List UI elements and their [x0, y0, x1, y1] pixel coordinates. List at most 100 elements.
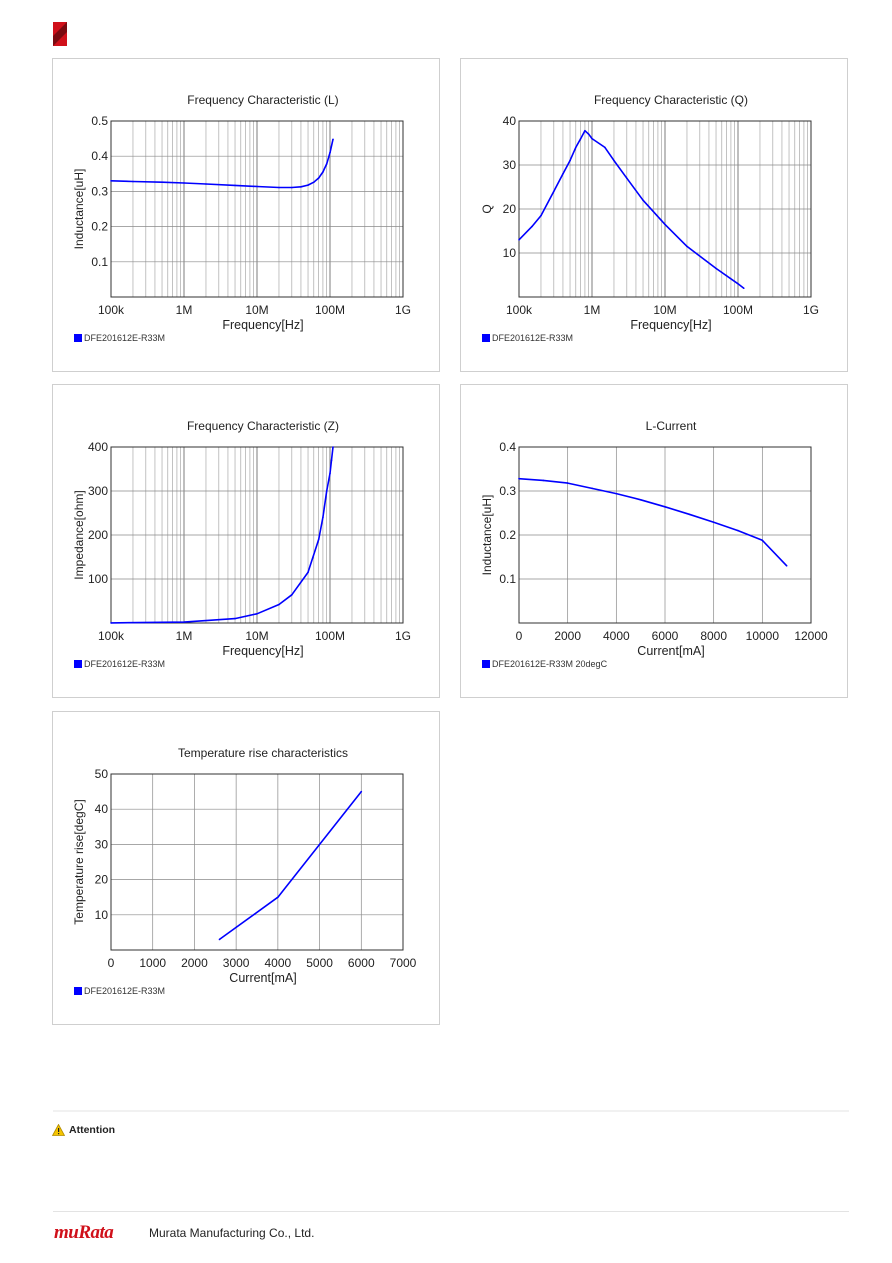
x-tick-label: 10M	[653, 303, 676, 317]
data-point	[234, 184, 236, 187]
x-axis-label: Frequency[Hz]	[222, 318, 303, 332]
y-tick-label: 0.4	[91, 149, 108, 163]
plot-frame	[518, 120, 812, 298]
attention-label: Attention	[69, 1124, 116, 1136]
chart-title: Temperature rise characteristics	[178, 746, 348, 760]
data-point	[332, 446, 334, 448]
chart-panel: 100k 1M 10M 100M 1G 100 200 300 400 Frequency Cha…	[52, 384, 440, 698]
brand-corner-logo	[53, 22, 67, 46]
series-line	[518, 129, 745, 289]
chart-legend: DFE201612E-R33M	[74, 659, 165, 669]
x-tick-label: 1M	[176, 303, 193, 317]
x-tick-label: 4000	[265, 956, 292, 970]
plot-frame	[110, 773, 404, 951]
x-tick-label: 8000	[700, 629, 727, 643]
x-tick-label: 1M	[584, 303, 601, 317]
data-point	[307, 184, 309, 186]
data-point	[591, 137, 593, 140]
x-tick-label: 0	[108, 956, 115, 970]
chart-panel: 100k 1M 10M 100M 1G 10 20 30 40 Frequency Charact…	[460, 58, 848, 372]
warning-icon	[52, 1124, 65, 1136]
y-tick-label: 0.4	[499, 440, 516, 454]
chart-l-current: 0 2000 4000 6000 8000 10000 12000 0.1 0.2 0.3 0.4 L…	[480, 419, 828, 658]
data-point	[313, 181, 315, 184]
data-point	[613, 159, 615, 162]
data-point	[277, 896, 279, 898]
data-point	[307, 571, 309, 574]
data-point	[325, 163, 328, 165]
data-point	[360, 790, 363, 793]
y-axis-label: Impedance[ohm]	[72, 490, 86, 579]
x-axis-label: Current[mA]	[637, 644, 704, 658]
chart-title: L-Current	[646, 419, 697, 433]
data-point	[569, 159, 571, 162]
y-tick-label: 100	[88, 572, 108, 586]
data-point	[542, 479, 545, 482]
data-point	[737, 283, 739, 285]
data-point	[553, 190, 555, 193]
data-point	[591, 487, 593, 490]
chart-z-frequency: 100k 1M 10M 100M 1G 100 200 300 400 Frequency Cha…	[72, 419, 411, 658]
data-point	[325, 490, 328, 492]
data-point	[562, 173, 564, 175]
data-point	[110, 180, 112, 182]
data-point	[712, 521, 715, 524]
y-tick-label: 20	[95, 873, 109, 887]
x-tick-label: 4000	[603, 629, 630, 643]
y-tick-label: 40	[95, 802, 109, 816]
x-tick-label: 2000	[181, 956, 208, 970]
x-tick-label: 1000	[139, 956, 166, 970]
chart-title: Frequency Characteristic (Q)	[594, 93, 748, 107]
data-point	[218, 938, 221, 941]
data-point	[300, 186, 302, 188]
data-point	[317, 177, 320, 179]
x-tick-label: 10000	[746, 629, 780, 643]
company-name: Murata Manufacturing Co., Ltd.	[149, 1226, 315, 1240]
data-point	[291, 186, 293, 189]
data-point	[686, 245, 688, 248]
data-point	[639, 499, 642, 501]
y-tick-label: 10	[95, 908, 109, 922]
y-axis-label: Inductance[uH]	[72, 169, 86, 250]
y-tick-label: 0.3	[499, 484, 516, 498]
data-point	[664, 223, 666, 226]
legend-swatch	[74, 987, 82, 995]
y-axis-label: Q	[480, 204, 494, 213]
x-tick-label: 1G	[395, 629, 411, 643]
data-point	[317, 538, 320, 541]
data-point	[329, 472, 331, 475]
legend-swatch	[74, 660, 82, 668]
data-point	[579, 137, 582, 140]
chart-legend: DFE201612E-R33M 20degC	[482, 659, 607, 669]
data-point	[322, 171, 324, 173]
chart-legend: DFE201612E-R33M	[74, 986, 165, 996]
x-tick-label: 12000	[794, 629, 828, 643]
x-tick-label: 10M	[245, 629, 268, 643]
y-tick-label: 30	[503, 158, 517, 172]
chart-panel: 100k 1M 10M 100M 1G 0.1 0.2 0.3 0.4 0.5 Frequency …	[52, 58, 440, 372]
chart-temperature-rise: 0 1000 2000 3000 4000 5000 6000 7000 10 20 30 40 50 T…	[72, 746, 417, 985]
chart-panel: 0 2000 4000 6000 8000 10000 12000 0.1 0.2 0.3 0.4 L…	[460, 384, 848, 698]
attention-heading: Attention	[52, 1124, 115, 1136]
legend-label: DFE201612E-R33M 20degC	[492, 659, 608, 669]
legend-label: DFE201612E-R33M	[84, 333, 166, 343]
data-point	[566, 482, 569, 484]
data-point	[626, 177, 628, 179]
x-tick-label: 10M	[245, 303, 268, 317]
x-tick-label: 6000	[652, 629, 679, 643]
x-tick-label: 1M	[176, 629, 193, 643]
data-point	[183, 182, 185, 184]
x-tick-label: 0	[516, 629, 523, 643]
x-tick-label: 1G	[803, 303, 819, 317]
data-point	[742, 287, 745, 289]
chart-panel: 0 1000 2000 3000 4000 5000 6000 7000 10 20 30 40 50 T…	[52, 711, 440, 1025]
data-point	[205, 183, 207, 185]
grid-lines	[111, 446, 403, 623]
data-point	[761, 539, 764, 542]
data-point	[575, 146, 577, 149]
data-point	[737, 529, 739, 532]
y-tick-label: 300	[88, 484, 108, 498]
data-point	[330, 459, 333, 461]
data-point	[322, 516, 324, 519]
grid-lines	[519, 120, 811, 297]
